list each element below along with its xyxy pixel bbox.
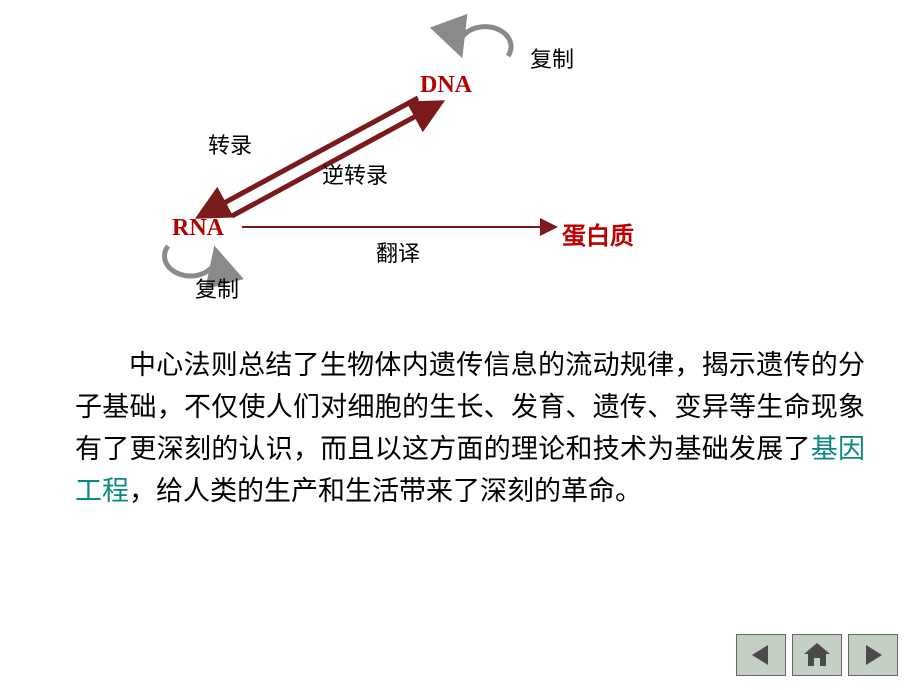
node-protein: 蛋白质 [562, 216, 634, 251]
prev-button[interactable] [736, 634, 786, 676]
home-icon [802, 641, 832, 669]
label-rna-replication: 复制 [195, 272, 239, 304]
triangle-right-icon [860, 642, 886, 668]
label-transcription: 转录 [208, 128, 252, 160]
triangle-left-icon [748, 642, 774, 668]
paragraph-text-after: ，给人类的生产和生活带来了深刻的革命。 [129, 476, 642, 506]
diagram-svg [0, 0, 920, 300]
label-dna-replication: 复制 [530, 42, 574, 74]
home-button[interactable] [792, 634, 842, 676]
description-paragraph: 中心法则总结了生物体内遗传信息的流动规律，揭示遗传的分子基础，不仅使人们对细胞的… [75, 345, 865, 512]
central-dogma-diagram: DNA RNA 蛋白质 转录 逆转录 翻译 复制 复制 [0, 0, 920, 300]
nav-buttons [736, 634, 898, 676]
paragraph-text-before: 中心法则总结了生物体内遗传信息的流动规律，揭示遗传的分子基础，不仅使人们对细胞的… [75, 350, 865, 464]
dna-replication-loop [459, 27, 511, 56]
next-button[interactable] [848, 634, 898, 676]
node-rna: RNA [172, 215, 224, 242]
label-translation: 翻译 [376, 236, 420, 268]
label-reverse-transcription: 逆转录 [322, 158, 388, 190]
node-dna: DNA [420, 72, 472, 99]
